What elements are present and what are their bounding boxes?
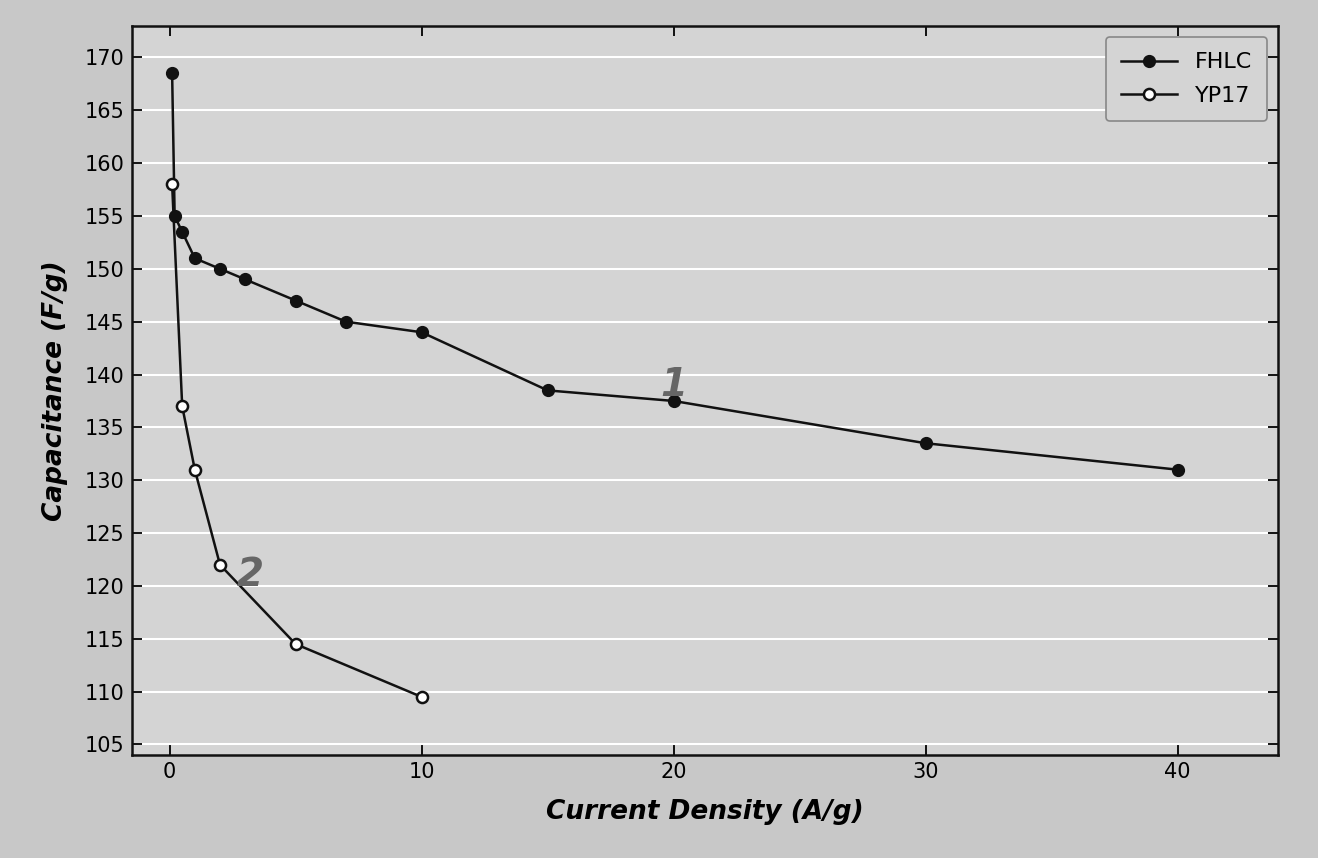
Legend: FHLC, YP17: FHLC, YP17: [1106, 37, 1268, 121]
YP17: [212, 559, 228, 570]
FHLC: [165, 68, 181, 78]
YP17: [414, 692, 430, 702]
FHLC: [917, 438, 933, 449]
FHLC: [287, 295, 303, 305]
YP17: [287, 639, 303, 650]
YP17: [165, 179, 181, 190]
FHLC: [414, 327, 430, 337]
Text: 2: 2: [237, 556, 264, 595]
Text: 1: 1: [660, 366, 687, 404]
YP17: [174, 401, 190, 411]
Y-axis label: Capacitance (F/g): Capacitance (F/g): [42, 260, 69, 521]
FHLC: [237, 275, 253, 285]
FHLC: [1170, 464, 1186, 474]
FHLC: [666, 396, 681, 406]
YP17: [187, 464, 203, 474]
FHLC: [212, 263, 228, 274]
FHLC: [167, 211, 183, 221]
Line: FHLC: FHLC: [166, 68, 1184, 475]
Line: YP17: YP17: [166, 178, 427, 703]
X-axis label: Current Density (A/g): Current Density (A/g): [547, 799, 863, 825]
FHLC: [187, 253, 203, 263]
FHLC: [539, 385, 555, 396]
FHLC: [339, 317, 355, 327]
FHLC: [174, 227, 190, 237]
